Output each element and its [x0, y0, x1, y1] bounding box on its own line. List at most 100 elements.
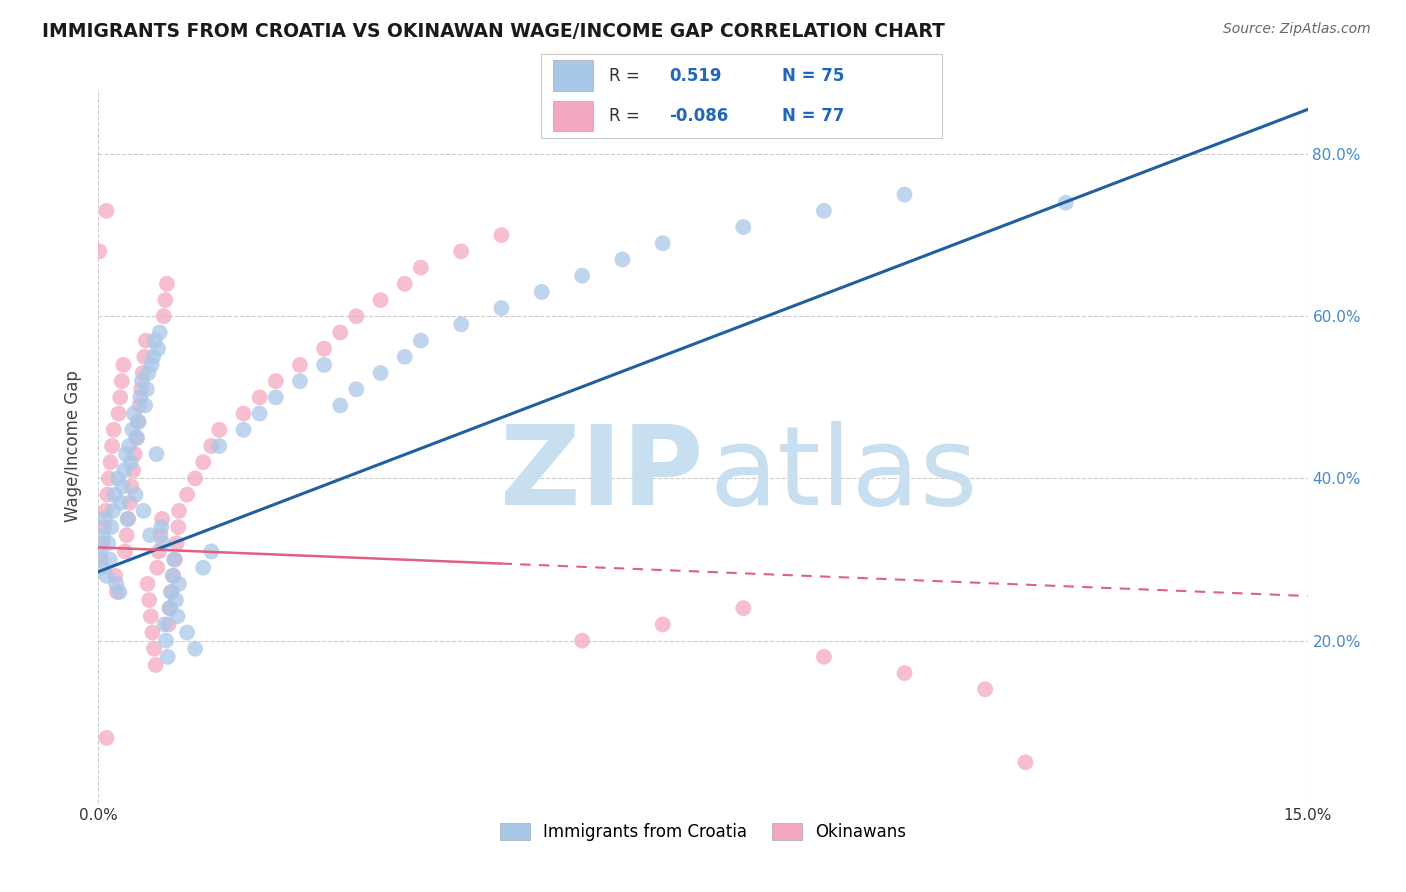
Point [163, 552, 186, 566]
Point [135, 382, 157, 396]
Point [530, 285, 553, 299]
Point [733, 220, 755, 235]
Point [974, 682, 997, 697]
Point [232, 407, 254, 421]
Text: atlas: atlas [709, 421, 977, 528]
Point [155, 633, 177, 648]
Point [117, 512, 139, 526]
Point [101, 439, 124, 453]
Point [166, 609, 188, 624]
Point [813, 203, 835, 218]
Point [409, 260, 432, 275]
Point [394, 277, 416, 291]
Point [813, 649, 835, 664]
Point [107, 471, 129, 485]
Point [232, 423, 254, 437]
Point [370, 366, 392, 380]
Point [148, 544, 170, 558]
Point [163, 552, 186, 566]
Point [157, 617, 180, 632]
Point [111, 374, 134, 388]
Point [733, 601, 755, 615]
Point [89, 544, 111, 558]
Point [105, 577, 128, 591]
Point [146, 560, 169, 574]
Point [184, 641, 207, 656]
Point [110, 496, 132, 510]
Point [125, 431, 148, 445]
Text: R =: R = [609, 67, 640, 85]
FancyBboxPatch shape [554, 101, 593, 131]
Point [264, 374, 287, 388]
Point [491, 301, 513, 315]
Point [124, 447, 146, 461]
Point [167, 520, 190, 534]
Point [103, 488, 125, 502]
Point [394, 350, 416, 364]
Point [651, 236, 673, 251]
Point [344, 382, 367, 396]
Point [167, 504, 190, 518]
Point [129, 382, 152, 396]
Point [100, 455, 122, 469]
Point [91, 536, 114, 550]
Point [118, 496, 141, 510]
Point [329, 326, 352, 340]
Point [134, 350, 156, 364]
Point [91, 528, 114, 542]
Point [1014, 756, 1036, 770]
Point [145, 447, 167, 461]
Point [97, 536, 120, 550]
Point [94, 512, 117, 526]
FancyBboxPatch shape [554, 61, 593, 91]
Point [160, 585, 183, 599]
Point [208, 439, 231, 453]
Point [329, 399, 352, 413]
Text: ZIP: ZIP [499, 421, 703, 528]
Point [112, 463, 135, 477]
Point [104, 568, 127, 582]
Point [571, 268, 593, 283]
Point [108, 585, 131, 599]
Point [111, 479, 134, 493]
Point [193, 560, 215, 574]
Point [105, 585, 128, 599]
Point [97, 471, 120, 485]
Point [94, 504, 117, 518]
Point [249, 390, 271, 404]
Point [127, 431, 149, 445]
Point [193, 455, 215, 469]
Point [129, 390, 152, 404]
Text: -0.086: -0.086 [669, 107, 728, 125]
Point [139, 528, 162, 542]
Point [127, 415, 149, 429]
Point [96, 203, 118, 218]
Point [152, 536, 174, 550]
Point [157, 601, 180, 615]
Point [108, 390, 131, 404]
Point [107, 407, 129, 421]
Point [450, 244, 472, 259]
Point [159, 601, 181, 615]
Point [155, 293, 177, 307]
Point [167, 577, 190, 591]
Point [122, 407, 145, 421]
Point [98, 552, 121, 566]
Point [143, 334, 166, 348]
Point [314, 342, 336, 356]
Point [103, 423, 125, 437]
Point [893, 666, 915, 681]
Text: 0.519: 0.519 [669, 67, 723, 85]
Legend: Immigrants from Croatia, Okinawans: Immigrants from Croatia, Okinawans [494, 816, 912, 848]
Point [96, 731, 118, 745]
Point [184, 471, 207, 485]
Point [166, 536, 188, 550]
Point [200, 439, 222, 453]
Point [122, 463, 145, 477]
Point [156, 277, 179, 291]
Point [96, 568, 118, 582]
Point [264, 390, 287, 404]
Point [131, 374, 153, 388]
Point [90, 552, 112, 566]
Point [162, 568, 184, 582]
